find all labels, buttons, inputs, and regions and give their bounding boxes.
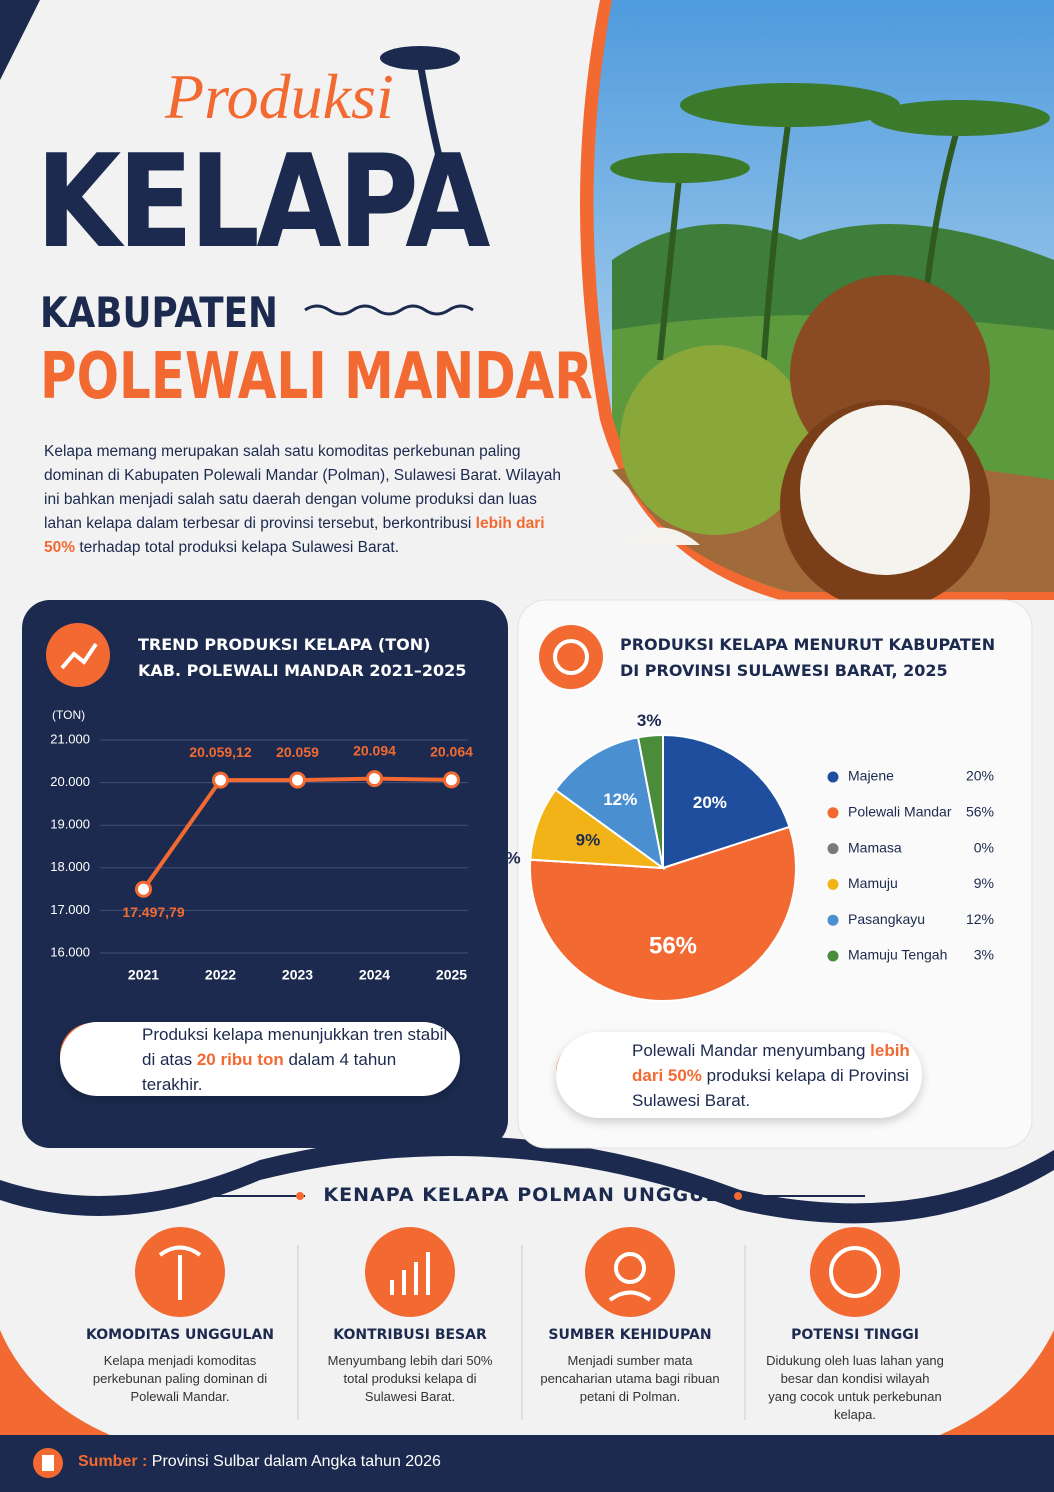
pie-note: Polewali Mandar menyumbang lebih dari 50… — [556, 1032, 922, 1118]
slice-label: 9% — [576, 830, 601, 849]
legend-marker — [827, 914, 839, 926]
legend-marker — [827, 843, 839, 855]
note-text: Produksi kelapa menunjukkan tren stabil … — [142, 1024, 448, 1069]
reason-text: Menyumbang lebih dari 50% total produksi… — [327, 1353, 493, 1404]
legend-marker — [827, 950, 839, 962]
legend-value: 0% — [974, 839, 994, 855]
intro-highlight: lebih dari 50% — [44, 515, 545, 556]
value-label: 20.064 — [430, 744, 473, 760]
note-highlight: lebih dari 50% — [632, 1040, 910, 1085]
legend-label: Mamasa — [848, 839, 902, 855]
region-title: POLEWALI MANDAR — [40, 340, 593, 414]
legend-value: 20% — [966, 768, 994, 784]
title-line: KAB. POLEWALI MANDAR 2021–2025 — [138, 661, 467, 680]
legend-marker — [827, 878, 839, 890]
value-label: 20.059,12 — [189, 744, 251, 760]
slice-label: 12% — [603, 790, 637, 809]
pie-slice — [636, 733, 664, 869]
legend-marker — [827, 807, 839, 819]
pie-chart-title: PRODUKSI KELAPA MENURUT KABUPATEN DI PROV… — [620, 632, 995, 684]
line-chart: (TON) 16.000 17.000 18.000 19.000 20.000 21.0… — [50, 708, 473, 983]
value-label: 20.094 — [353, 742, 396, 758]
reason-text: Kelapa menjadi komoditas perkebunan pali… — [92, 1353, 268, 1404]
value-label: 20.059 — [276, 744, 319, 760]
point — [212, 771, 229, 789]
legend-label: Mamuju — [848, 875, 898, 891]
legend-value: 56% — [966, 804, 994, 820]
note-text-after: dalam 4 tahun terakhir. — [142, 1049, 397, 1094]
title-line: TREND PRODUKSI KELAPA (TON) — [138, 635, 431, 654]
point — [443, 771, 460, 789]
reason-title: SUMBER KEHIDUPAN — [548, 1327, 712, 1343]
reason-text: Didukung oleh luas lahan yang besar dan … — [766, 1353, 944, 1422]
y-tick-label: 20.000 — [50, 774, 90, 789]
reason-title: POTENSI TINGGI — [791, 1327, 919, 1343]
legend-label: Polewali Mandar — [848, 804, 952, 820]
point — [366, 770, 383, 788]
slice-label: 3% — [637, 711, 662, 730]
pie-slice — [529, 825, 797, 1002]
main-title: KELAPA — [36, 128, 490, 277]
source-label: Sumber : — [78, 1453, 148, 1470]
title-line: DI PROVINSI SULAWESI BARAT, 2025 — [620, 661, 948, 680]
note-highlight: 20 ribu ton — [196, 1049, 284, 1069]
slice-label: 56% — [649, 933, 697, 960]
source: Sumber : Provinsi Sulbar dalam Angka tah… — [78, 1453, 441, 1471]
line-chart-title: TREND PRODUKSI KELAPA (TON) KAB. POLEWALI… — [138, 632, 466, 684]
pie-slice — [554, 736, 665, 871]
legend-label: Mamuju Tengah — [848, 947, 947, 963]
point — [135, 880, 152, 898]
x-tick-label: 2022 — [205, 967, 236, 983]
x-tick-label: 2021 — [128, 967, 159, 983]
y-unit: (TON) — [52, 708, 85, 722]
y-tick-label: 17.000 — [50, 902, 90, 917]
slice-label: 0% — [496, 848, 521, 867]
reason-title: KOMODITAS UNGGULAN — [86, 1327, 274, 1343]
slice-label: 20% — [693, 793, 727, 812]
y-tick-label: 19.000 — [50, 817, 90, 832]
script-title: Produksi — [165, 61, 394, 132]
source-text: Provinsi Sulbar dalam Angka tahun 2026 — [151, 1453, 441, 1470]
x-tick-label: 2025 — [436, 967, 467, 983]
intro-text-after: terhadap total produksi kelapa Sulawesi … — [79, 539, 400, 556]
legend-label: Majene — [848, 768, 894, 784]
point — [289, 771, 306, 789]
pie-chart: 20% Majene 20% 56% Polewali Mandar 56% 0% Mamas… — [496, 711, 994, 1002]
legend-label: Pasangkayu — [848, 911, 925, 927]
legend-value: 9% — [974, 875, 994, 891]
title-line: PRODUKSI KELAPA MENURUT KABUPATEN — [620, 635, 996, 654]
legend-value: 3% — [974, 947, 994, 963]
reason-text: Menjadi sumber mata pencaharian utama ba… — [540, 1353, 720, 1404]
legend-marker — [827, 771, 839, 783]
line-note: Produksi kelapa menunjukkan tren stabil … — [60, 1022, 460, 1096]
reason-title: KONTRIBUSI BESAR — [333, 1327, 487, 1343]
y-tick-label: 21.000 — [50, 731, 90, 746]
y-tick-label: 18.000 — [50, 859, 90, 874]
legend-value: 12% — [966, 911, 994, 927]
subtitle: KABUPATEN — [40, 288, 278, 337]
note-text: Polewali Mandar menyumbang — [632, 1040, 866, 1060]
reasons-title: KENAPA KELAPA POLMAN UNGGUL? — [323, 1184, 731, 1206]
value-label: 17.497,79 — [122, 904, 184, 920]
x-tick-label: 2023 — [282, 967, 313, 983]
intro-text: Kelapa memang merupakan salah satu komod… — [44, 443, 561, 532]
x-tick-label: 2024 — [359, 967, 390, 983]
pie-slice — [662, 733, 791, 870]
y-tick-label: 16.000 — [50, 944, 90, 959]
intro: Kelapa memang merupakan salah satu komod… — [44, 440, 574, 560]
note-text-after: produksi kelapa di Provinsi Sulawesi Bar… — [632, 1065, 909, 1110]
